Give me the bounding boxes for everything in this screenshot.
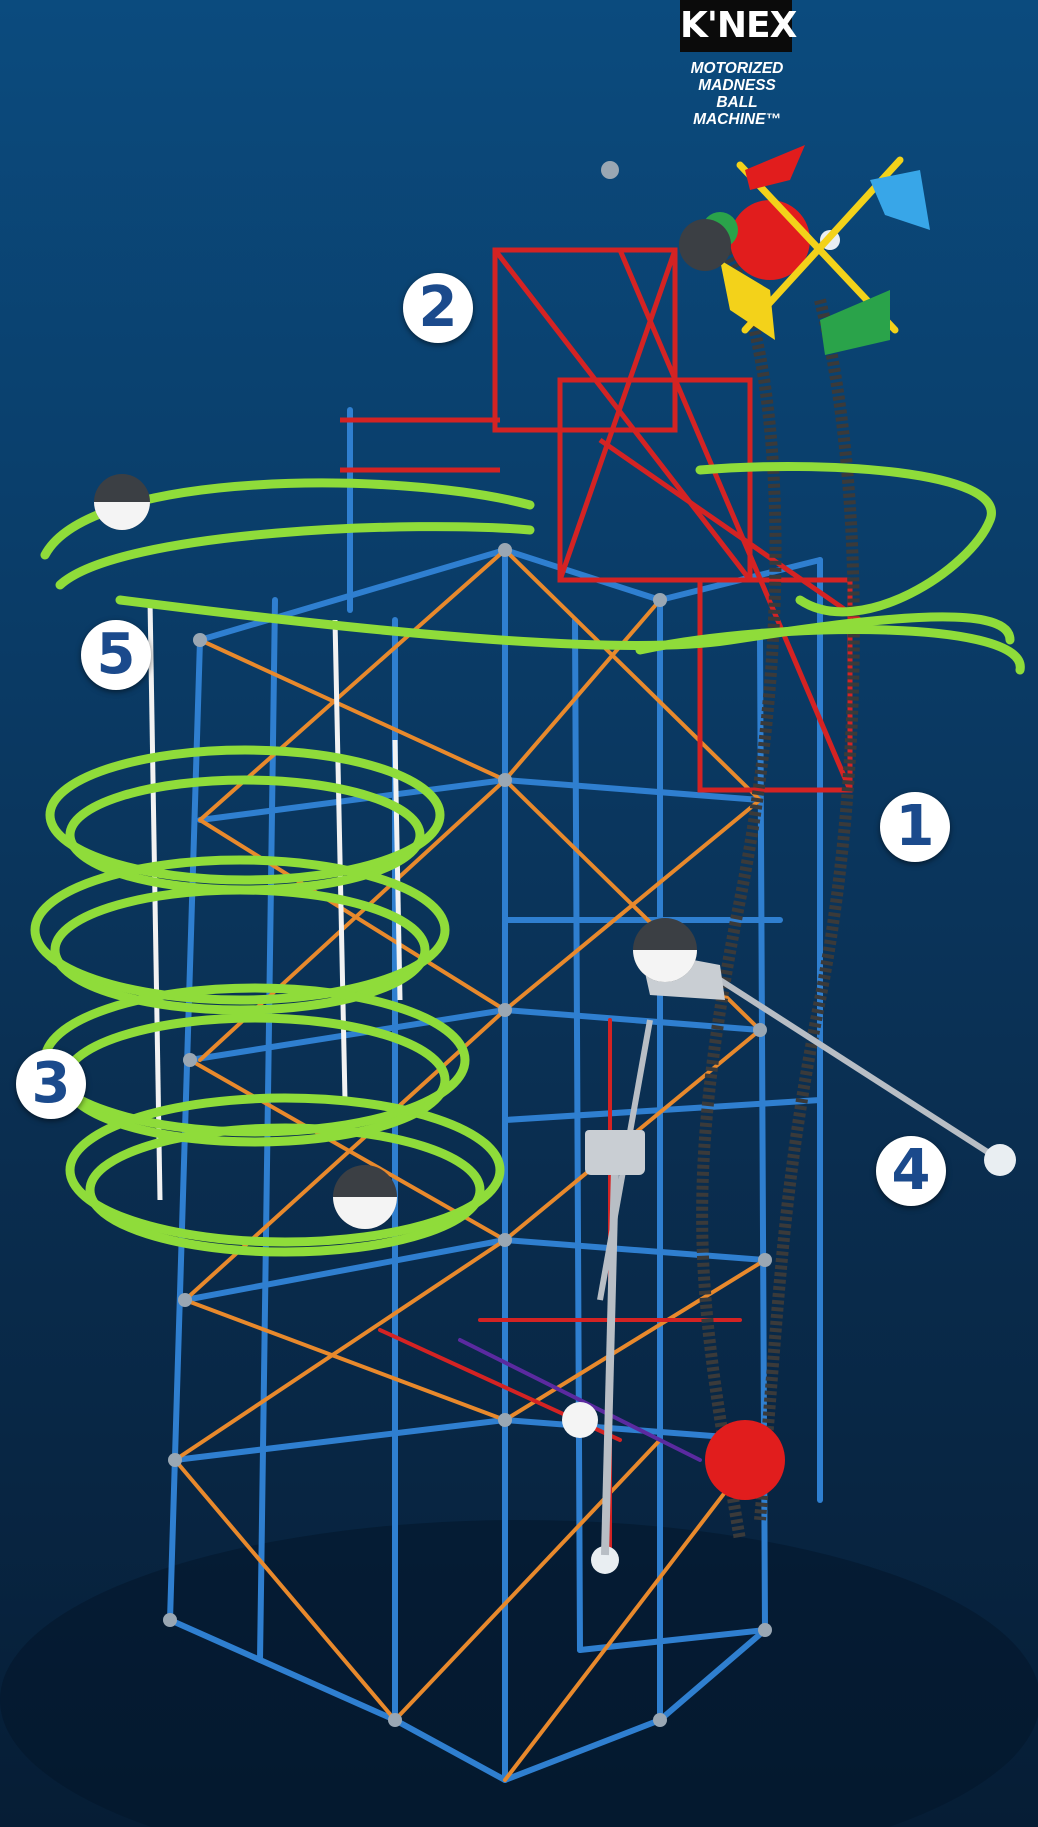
ball-bottom: [562, 1402, 598, 1438]
red-flag: [745, 145, 805, 190]
blue-flag: [870, 170, 930, 230]
connector-hubs: [163, 161, 840, 1727]
steel-balls: [94, 219, 731, 1438]
red-top-structure: [340, 247, 862, 793]
floor-shadow: [0, 1520, 1038, 1827]
green-flag: [820, 290, 890, 355]
step-badge-1: 1: [880, 792, 950, 862]
product-title: MOTORIZED MADNESS BALL MACHINE™: [690, 60, 784, 128]
blue-frame: [167, 407, 823, 1783]
chain-lift: [696, 225, 860, 1541]
red-gears: [702, 200, 810, 1500]
launcher-arm: [585, 977, 1016, 1574]
product-sign: K'NEX MOTORIZED MADNESS BALL MACHINE™: [675, 0, 815, 175]
step-badge-2: 2: [403, 273, 473, 343]
ball-top: [679, 219, 731, 271]
step-badge-5: 5: [81, 620, 151, 690]
green-tracks: [30, 462, 1025, 1257]
step-badge-4: 4: [876, 1136, 946, 1206]
yellow-flag: [720, 260, 775, 340]
step-badge-3: 3: [16, 1049, 86, 1119]
knex-logo: K'NEX: [680, 0, 797, 52]
